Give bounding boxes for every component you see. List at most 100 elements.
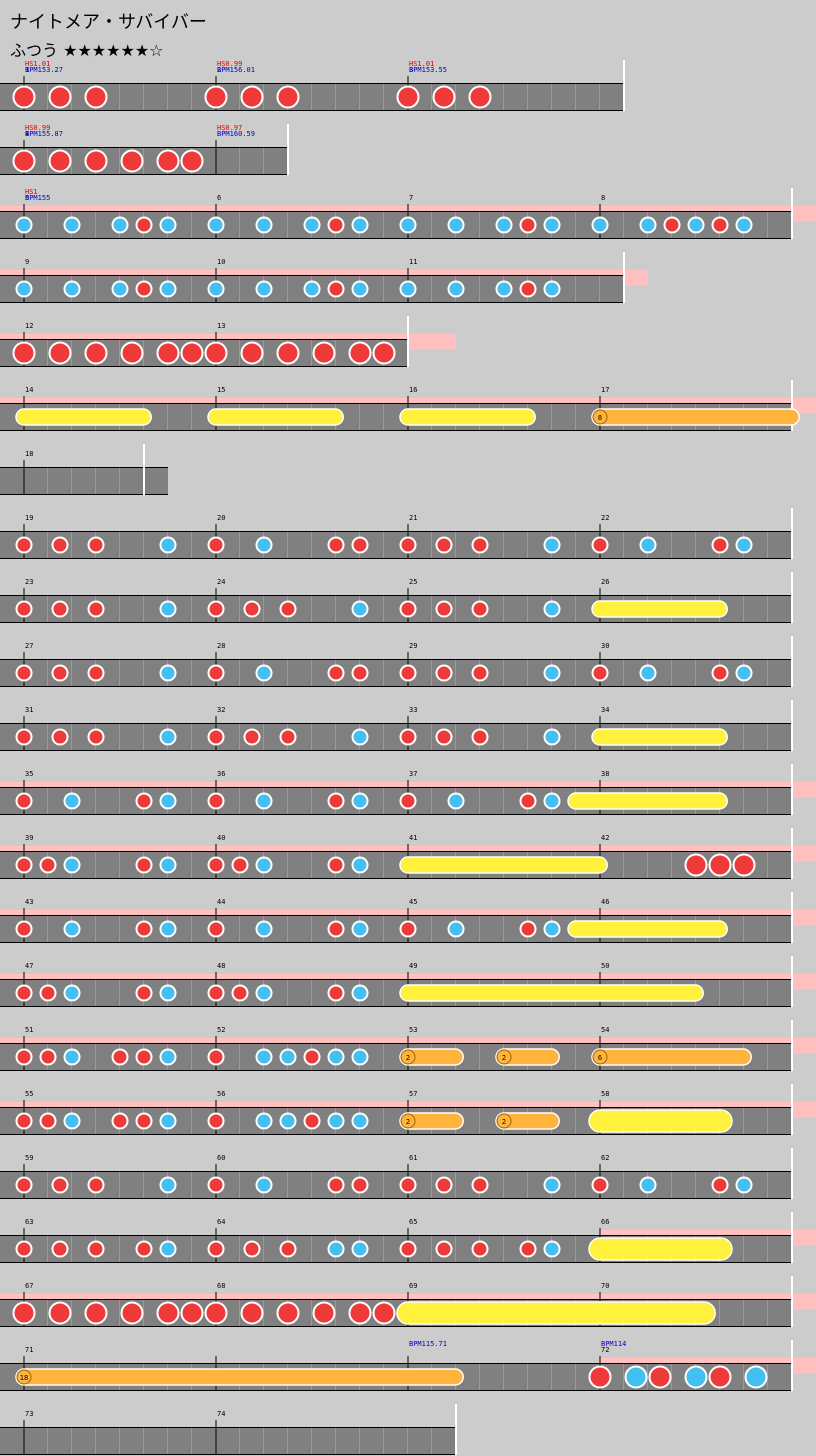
row-16: 55 56 57 58 2 2 xyxy=(0,1084,816,1135)
ka-note xyxy=(351,792,369,810)
measure-number: 64 xyxy=(217,1218,225,1226)
row-8: 23 24 25 26 xyxy=(0,572,793,623)
don-note xyxy=(312,1301,336,1325)
measure-number: 22 xyxy=(601,514,609,522)
balloon-note xyxy=(399,1112,464,1130)
ka-note xyxy=(351,856,369,874)
ka-note xyxy=(351,920,369,938)
balloon-note xyxy=(399,1048,464,1066)
don-note xyxy=(240,1301,264,1325)
ka-note xyxy=(744,1365,768,1389)
don-note xyxy=(519,920,537,938)
row-3: 9 10 11 xyxy=(0,252,648,303)
don-note xyxy=(15,792,33,810)
don-note xyxy=(180,1301,204,1325)
ka-note xyxy=(543,280,561,298)
ka-note xyxy=(327,1048,345,1066)
ka-note xyxy=(255,1176,273,1194)
balloon-note xyxy=(591,408,800,426)
ka-note xyxy=(495,216,513,234)
ka-note xyxy=(63,280,81,298)
drumroll-note xyxy=(588,1109,733,1133)
balloon-note xyxy=(15,1368,464,1386)
measure-number: 52 xyxy=(217,1026,225,1034)
ka-note xyxy=(159,1240,177,1258)
ka-note xyxy=(255,1112,273,1130)
drumroll-note xyxy=(399,984,704,1002)
don-note xyxy=(348,341,372,365)
measure-number: 27 xyxy=(25,642,33,650)
don-note xyxy=(276,341,300,365)
measure-number: 49 xyxy=(409,962,417,970)
don-note xyxy=(180,341,204,365)
balloon-note xyxy=(495,1112,560,1130)
don-note xyxy=(372,1301,396,1325)
don-note xyxy=(12,1301,36,1325)
balloon-count: 2 xyxy=(406,1054,410,1062)
don-note xyxy=(39,1048,57,1066)
hs-label: HS0.97 xyxy=(217,124,242,132)
ka-note xyxy=(351,728,369,746)
ka-note xyxy=(543,728,561,746)
measure-number: 23 xyxy=(25,578,33,586)
don-note xyxy=(39,1112,57,1130)
ka-note xyxy=(447,280,465,298)
don-note xyxy=(276,1301,300,1325)
ka-note xyxy=(159,920,177,938)
measure-number: 21 xyxy=(409,514,417,522)
don-note xyxy=(48,1301,72,1325)
don-note xyxy=(207,984,225,1002)
drumroll-note xyxy=(399,856,608,874)
ka-note xyxy=(159,1176,177,1194)
ka-note xyxy=(351,984,369,1002)
measure-number: 40 xyxy=(217,834,225,842)
ka-note xyxy=(255,792,273,810)
don-note xyxy=(135,216,153,234)
measure-number: 32 xyxy=(217,706,225,714)
ka-note xyxy=(327,1240,345,1258)
don-note xyxy=(432,85,456,109)
measure-number: 61 xyxy=(409,1154,417,1162)
don-note xyxy=(399,728,417,746)
don-note xyxy=(471,664,489,682)
ka-note xyxy=(159,792,177,810)
balloon-note xyxy=(591,1048,752,1066)
measure-number: 11 xyxy=(409,258,417,266)
don-note xyxy=(351,1176,369,1194)
don-note xyxy=(372,341,396,365)
ka-note xyxy=(684,1365,708,1389)
don-note xyxy=(327,536,345,554)
measure-number: 60 xyxy=(217,1154,225,1162)
don-note xyxy=(87,536,105,554)
don-note xyxy=(87,664,105,682)
don-note xyxy=(204,85,228,109)
don-note xyxy=(12,149,36,173)
measure-number: 16 xyxy=(409,386,417,394)
lane xyxy=(0,531,792,559)
row-6: 18 xyxy=(0,444,168,495)
don-note xyxy=(591,1176,609,1194)
balloon-count: 2 xyxy=(406,1118,410,1126)
don-note xyxy=(15,728,33,746)
ka-note xyxy=(15,216,33,234)
balloon-head xyxy=(400,1049,416,1065)
ka-note xyxy=(159,728,177,746)
measure-number: 9 xyxy=(25,258,29,266)
don-note xyxy=(327,984,345,1002)
don-note xyxy=(327,920,345,938)
ka-note xyxy=(159,600,177,618)
ka-note xyxy=(159,280,177,298)
don-note xyxy=(180,149,204,173)
measure-number: 6 xyxy=(217,194,221,202)
ka-note xyxy=(207,280,225,298)
balloon-head xyxy=(400,1113,416,1129)
don-note xyxy=(207,664,225,682)
ka-note xyxy=(543,920,561,938)
lane xyxy=(0,1171,792,1199)
measure-number: 12 xyxy=(25,322,33,330)
hs-label: HS1.01 xyxy=(25,60,50,68)
don-note xyxy=(207,856,225,874)
don-note xyxy=(231,856,249,874)
